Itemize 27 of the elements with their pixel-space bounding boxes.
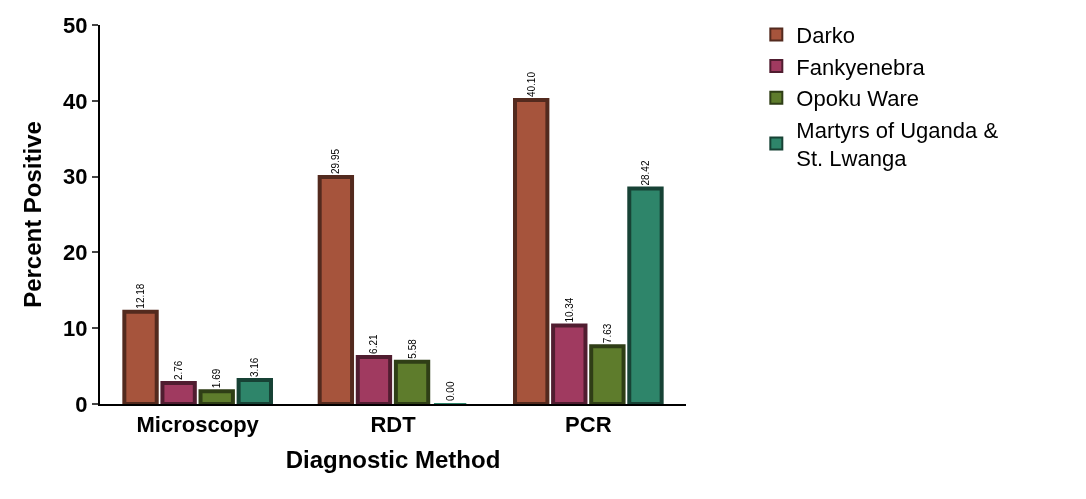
y-tick-label: 0 <box>75 391 88 417</box>
data-label: 1.69 <box>211 368 223 389</box>
legend-label: Darko <box>796 23 856 49</box>
data-label: 28.42 <box>639 160 651 186</box>
data-label: 40.10 <box>525 71 537 98</box>
y-tick-label: 50 <box>63 12 88 38</box>
data-label: 10.34 <box>563 297 575 323</box>
y-axis-title: Percent Positive <box>18 121 46 308</box>
x-tick-label: RDT <box>370 412 417 438</box>
x-tick-label: Microscopy <box>136 412 260 438</box>
data-label: 5.58 <box>406 338 418 359</box>
y-tick-label: 20 <box>63 240 88 266</box>
data-label: 7.63 <box>601 323 613 344</box>
y-tick-label: 30 <box>63 164 88 190</box>
data-label: 0.00 <box>444 381 456 401</box>
x-axis-title: Diagnostic Method <box>285 446 501 474</box>
data-label: 3.16 <box>249 357 261 378</box>
legend-label: Opoku Ware <box>796 86 920 112</box>
y-tick-label: 40 <box>63 88 88 114</box>
y-tick-label: 10 <box>63 315 88 341</box>
data-label: 2.76 <box>173 360 185 381</box>
legend-label: Fankyenebra <box>796 54 926 80</box>
data-label: 29.95 <box>330 148 342 174</box>
x-tick-label: PCR <box>565 412 612 438</box>
legend-label: Martyrs of Uganda & St. Lwanga <box>796 117 999 172</box>
data-label: 6.21 <box>368 334 380 354</box>
data-label: 12.18 <box>135 283 147 309</box>
